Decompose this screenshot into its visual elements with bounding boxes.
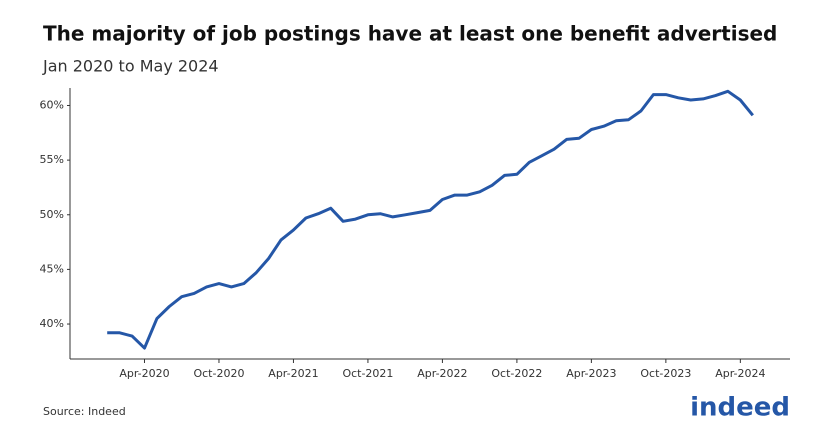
- line: [107, 89, 754, 350]
- y-tick-label: 50%: [40, 208, 64, 221]
- y-tick-label: 40%: [40, 317, 64, 330]
- x-tick-label: Apr-2021: [268, 367, 318, 380]
- chart-title: The majority of job postings have at lea…: [43, 22, 777, 46]
- x-tick-label: Apr-2020: [119, 367, 169, 380]
- logo: indeed: [690, 393, 790, 423]
- y-tick-label: 60%: [40, 98, 64, 111]
- x-tick-label: Oct-2023: [640, 367, 691, 380]
- y-tick-label: 45%: [40, 262, 64, 275]
- chart-subtitle: Jan 2020 to May 2024: [42, 57, 219, 76]
- x-tick-label: Apr-2022: [417, 367, 467, 380]
- y-tick-label: 55%: [40, 153, 64, 166]
- x-tick-label: Oct-2021: [342, 367, 393, 380]
- x-tick-label: Apr-2023: [566, 367, 616, 380]
- source: Source: Indeed: [43, 405, 126, 418]
- x-tick-label: Oct-2020: [193, 367, 244, 380]
- x-tick-label: Oct-2022: [491, 367, 542, 380]
- x-tick-label: Apr-2024: [715, 367, 765, 380]
